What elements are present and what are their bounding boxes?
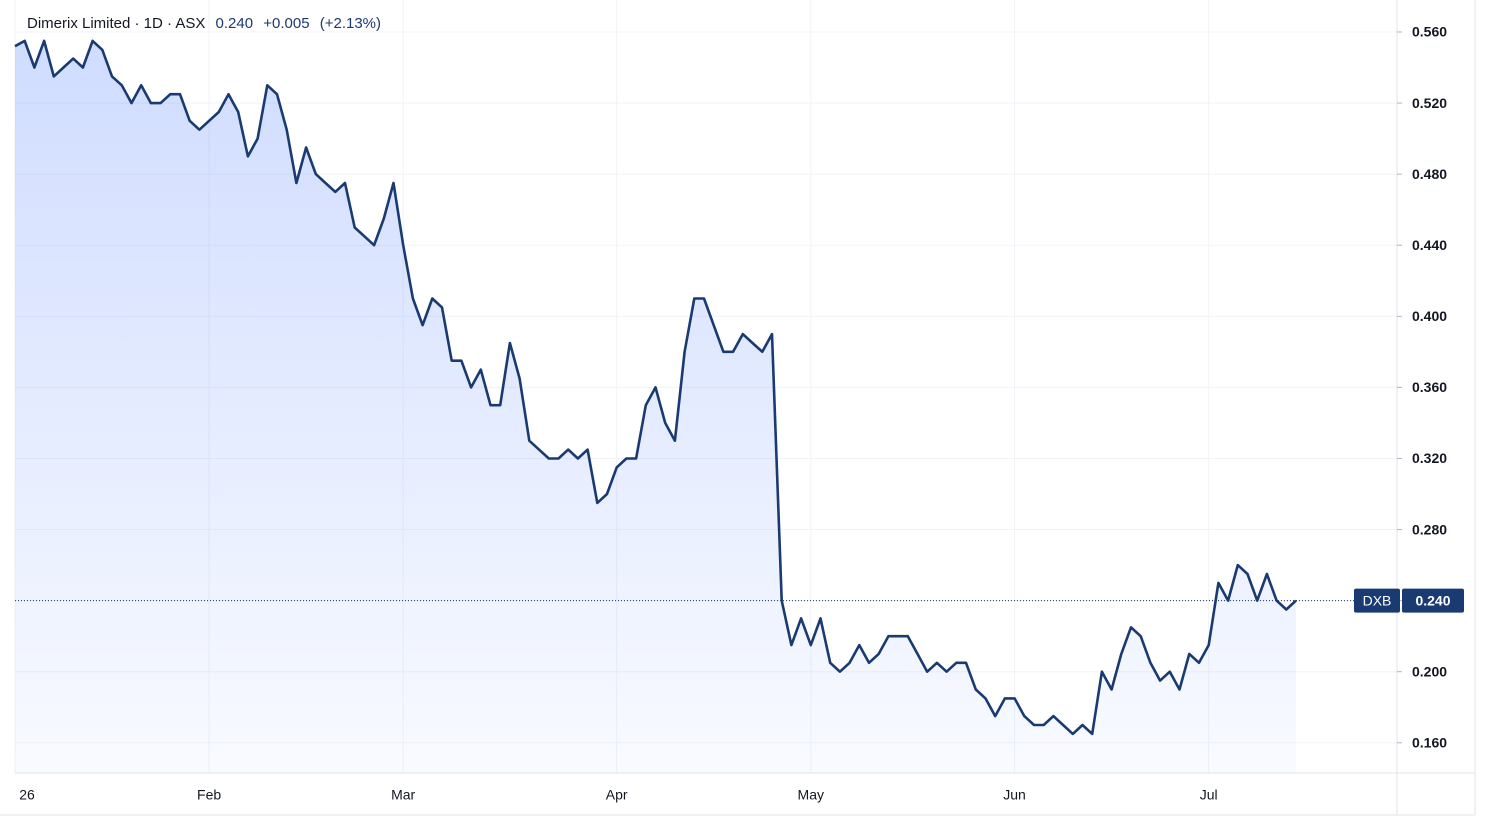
y-tick-label: 0.560 [1412, 24, 1447, 40]
price-tag [1402, 588, 1464, 613]
last-price: 0.240 [215, 15, 254, 32]
x-tick-label: 26 [19, 787, 35, 803]
x-tick-label: May [798, 787, 824, 803]
x-tick-label: Jun [1003, 787, 1026, 803]
symbol-tag [1354, 588, 1400, 613]
y-tick-label: 0.320 [1412, 450, 1447, 466]
symbol-title: Dimerix Limited · 1D · ASX [27, 15, 206, 32]
area-fill [15, 40, 1296, 773]
y-tick-label: 0.200 [1412, 663, 1447, 679]
price-tag-label: 0.240 [1415, 592, 1450, 608]
x-tick-label: Apr [606, 787, 628, 803]
x-tick-label: Feb [197, 787, 221, 803]
price-change: +0.005 [263, 15, 310, 32]
y-tick-label: 0.400 [1412, 308, 1447, 324]
price-line [14, 39, 1297, 736]
y-tick-label: 0.280 [1412, 521, 1447, 537]
legend-header: Dimerix Limited · 1D · ASX 0.240 +0.005 … [27, 15, 387, 32]
y-tick-label: 0.440 [1412, 237, 1447, 253]
y-tick-label: 0.480 [1412, 166, 1447, 182]
x-tick-label: Mar [391, 787, 415, 803]
symbol-tag-label: DXB [1363, 592, 1392, 608]
y-tick-label: 0.520 [1412, 95, 1447, 111]
y-tick-label: 0.160 [1412, 734, 1447, 750]
price-change-pct: (+2.13%) [319, 15, 382, 32]
x-tick-label: Jul [1200, 787, 1218, 803]
y-tick-label: 0.360 [1412, 379, 1447, 395]
